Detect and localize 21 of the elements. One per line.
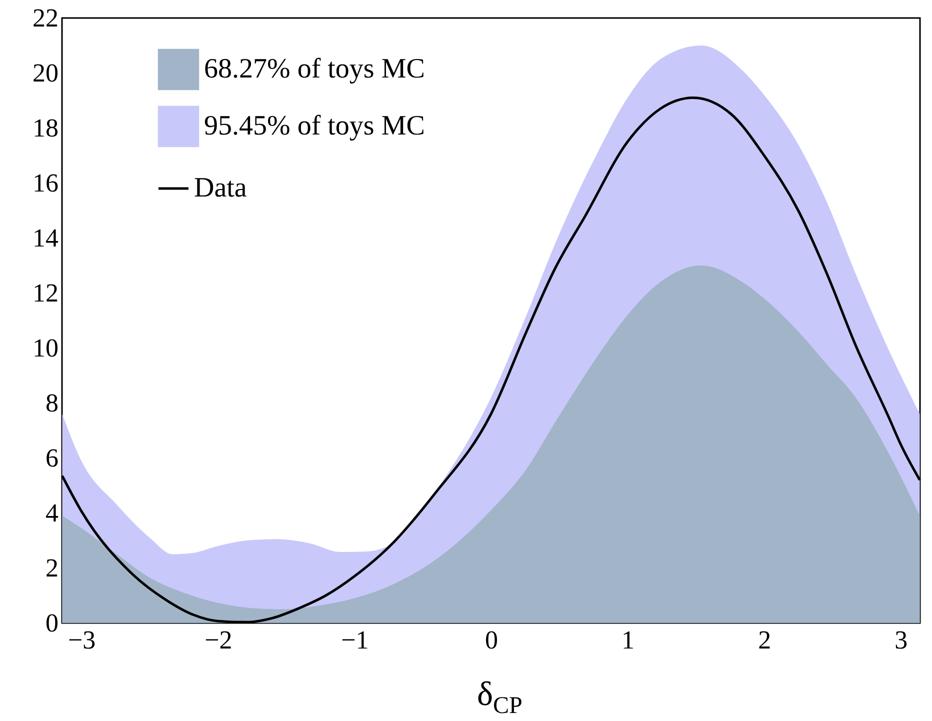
legend-label: 95.45% of toys MC	[204, 110, 425, 142]
y-tick-label: 10	[32, 334, 58, 362]
y-tick-label: 20	[32, 58, 58, 88]
x-tick-label: 0	[485, 626, 498, 654]
y-tick-label: 18	[32, 114, 58, 142]
y-tick-label: 16	[32, 168, 58, 198]
y-tick-label: 14	[32, 224, 58, 252]
x-tick-label: 3	[894, 626, 908, 654]
y-tick-label: 4	[46, 498, 58, 528]
legend-label: 68.27% of toys MC	[204, 54, 425, 84]
y-tick-label: 12	[32, 278, 58, 308]
x-tick-label: −2	[204, 626, 232, 654]
y-tick-label: 6	[46, 444, 58, 472]
x-tick-label: 1	[622, 626, 635, 654]
y-tick-label: 22	[32, 4, 58, 32]
y-tick-label: 2	[46, 554, 58, 582]
x-tick-label: −1	[341, 626, 369, 654]
legend-label: Data	[194, 172, 248, 204]
x-tick-label: 2	[758, 626, 772, 654]
x-tick-label: −3	[68, 626, 96, 654]
y-tick-label: 8	[46, 388, 58, 418]
